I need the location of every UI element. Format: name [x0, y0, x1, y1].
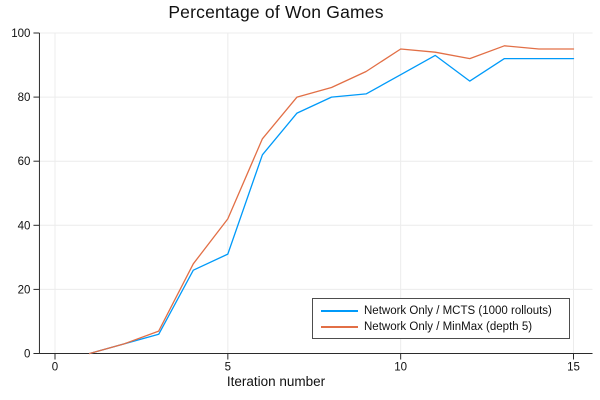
y-tick-label: 20 — [18, 284, 31, 296]
legend-label-minmax: Network Only / MinMax (depth 5) — [364, 320, 533, 333]
legend-item-minmax: Network Only / MinMax (depth 5) — [321, 320, 569, 333]
x-tick-label: 15 — [567, 362, 580, 374]
x-tick-label: 0 — [52, 362, 58, 374]
x-tick-label: 10 — [394, 362, 407, 374]
series-line-0 — [88, 54, 575, 355]
legend-label-mcts: Network Only / MCTS (1000 rollouts) — [364, 304, 552, 317]
legend: Network Only / MCTS (1000 rollouts) Netw… — [312, 298, 570, 339]
x-axis-label: Iteration number — [226, 374, 326, 389]
chart-title: Percentage of Won Games — [168, 2, 384, 22]
y-tick-label: 80 — [18, 92, 31, 104]
axes — [33, 32, 593, 360]
y-tick-label: 60 — [18, 156, 31, 168]
legend-item-mcts: Network Only / MCTS (1000 rollouts) — [321, 304, 569, 317]
x-tick-label: 5 — [225, 362, 231, 374]
y-tick-label: 100 — [11, 28, 30, 40]
data-series — [88, 45, 575, 355]
series-line-1 — [88, 45, 575, 355]
y-tick-label: 0 — [24, 349, 30, 361]
legend-line-swatch-minmax — [321, 325, 358, 328]
y-tick-label: 40 — [18, 220, 31, 232]
tick-labels: 0 20 40 60 80 100 0 5 10 15 — [11, 28, 580, 374]
legend-line-swatch-mcts — [321, 309, 358, 312]
